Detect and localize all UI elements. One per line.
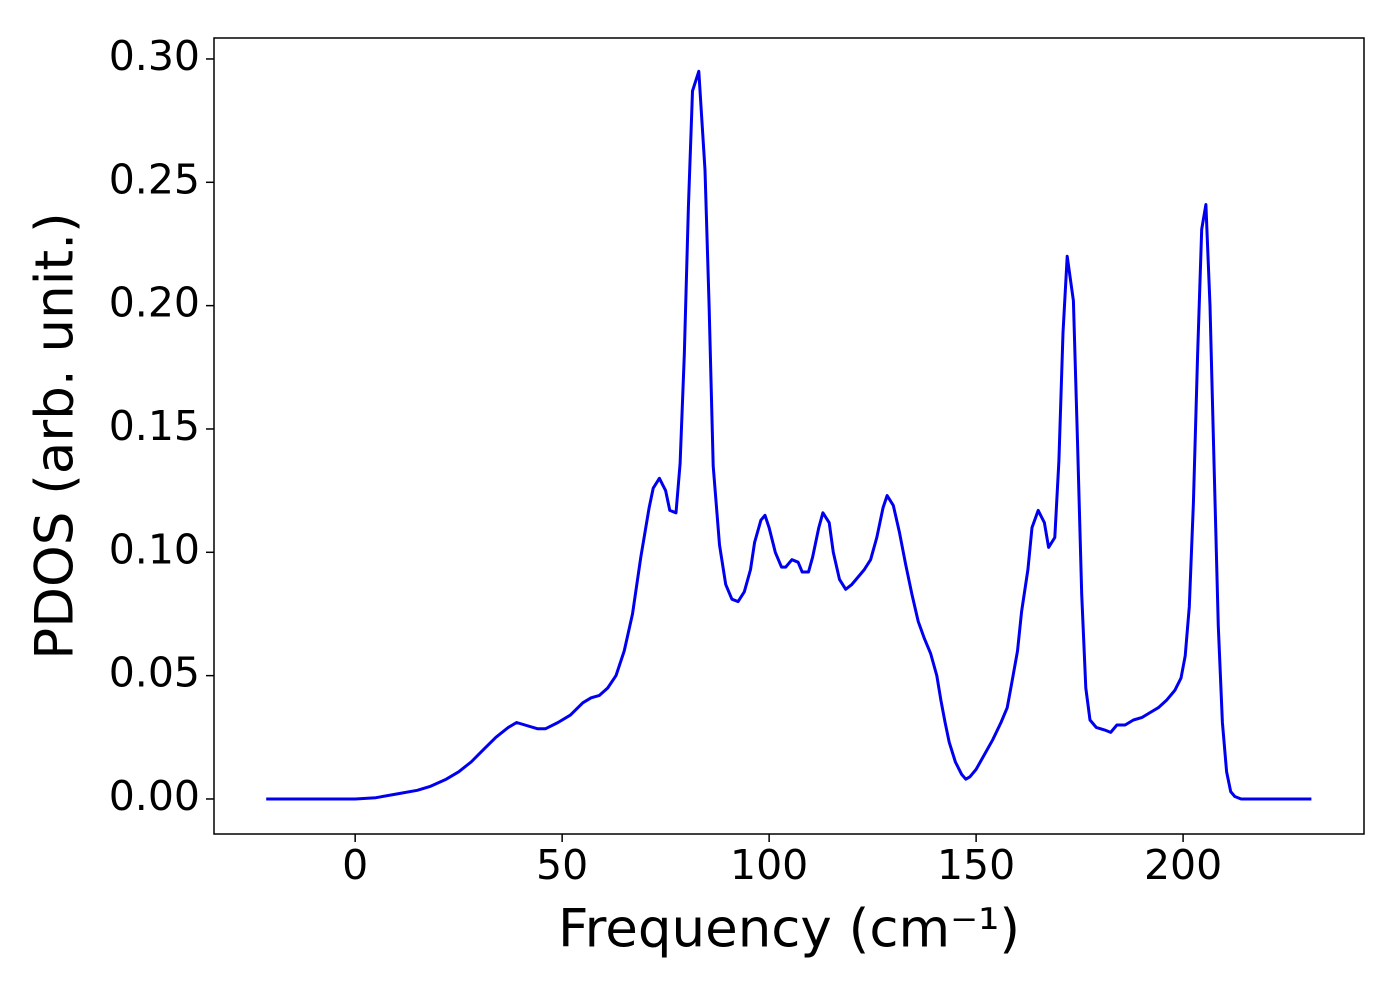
x-tick-label: 100: [730, 841, 808, 889]
y-tick-label: 0.30: [109, 32, 200, 80]
y-tick-label: 0.20: [109, 279, 200, 327]
y-tick-label: 0.10: [109, 525, 200, 573]
y-tick-label: 0.00: [109, 772, 200, 820]
y-axis-label: PDOS (arb. unit.): [25, 212, 86, 659]
x-tick-label: 200: [1144, 841, 1222, 889]
y-tick-label: 0.25: [109, 155, 200, 203]
x-tick-label: 0: [342, 841, 368, 889]
x-tick-label: 150: [937, 841, 1015, 889]
y-tick-label: 0.15: [109, 402, 200, 450]
y-tick-label: 0.05: [109, 649, 200, 697]
plot-frame: [213, 37, 1365, 835]
x-tick-label: 50: [536, 841, 588, 889]
x-axis-label: Frequency (cm⁻¹): [558, 899, 1020, 960]
line: [266, 69, 1312, 801]
